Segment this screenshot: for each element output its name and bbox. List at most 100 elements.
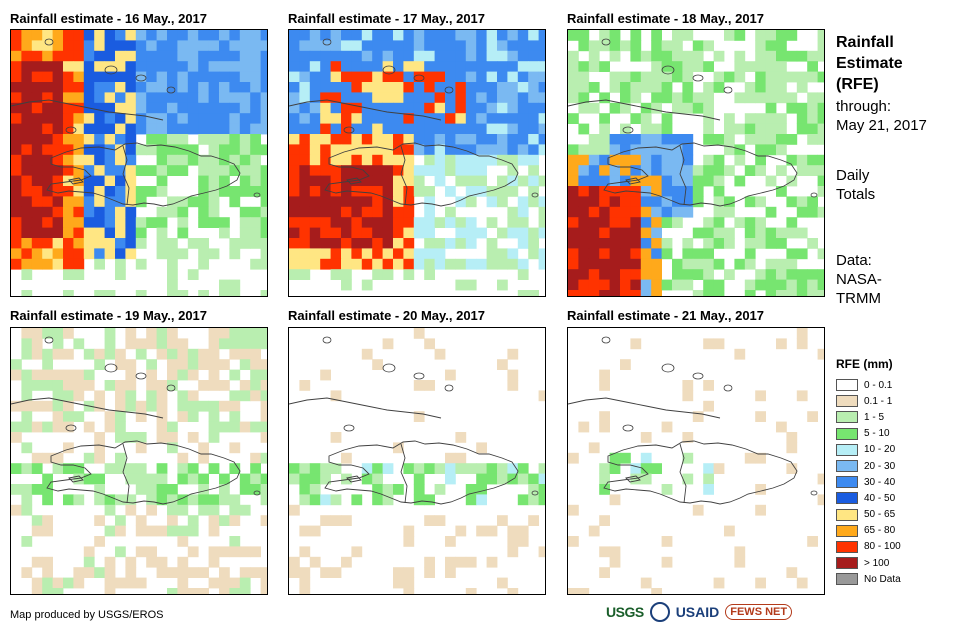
rainfall-cell	[250, 123, 261, 135]
rainfall-cell	[260, 328, 267, 339]
rainfall-cell	[63, 217, 74, 228]
rainfall-cell	[198, 123, 209, 135]
rainfall-cell	[445, 369, 456, 381]
rainfall-cell	[177, 338, 189, 350]
rainfall-cell	[393, 40, 404, 52]
rainfall-cell	[260, 390, 267, 402]
rainfall-cell	[476, 40, 487, 52]
rainfall-cell	[588, 61, 600, 72]
rainfall-cell	[640, 269, 652, 280]
rainfall-cell	[568, 30, 579, 41]
rainfall-cell	[434, 515, 446, 526]
rainfall-cell	[796, 338, 808, 350]
rainfall-cell	[320, 71, 331, 83]
rainfall-cell	[403, 144, 415, 156]
rainfall-cell	[445, 40, 456, 52]
rainfall-cell	[156, 338, 168, 350]
island-outline	[413, 372, 425, 380]
rainfall-cell	[807, 165, 818, 176]
rainfall-cell	[755, 165, 766, 176]
rainfall-cell	[817, 290, 824, 296]
rainfall-cell	[21, 442, 33, 454]
rainfall-cell	[538, 390, 545, 402]
rainfall-cell	[115, 463, 126, 474]
rainfall-cell	[52, 577, 64, 589]
rainfall-cell	[21, 186, 33, 197]
rainfall-cell	[382, 144, 394, 156]
rainfall-cell	[599, 61, 610, 72]
map-panel-20	[288, 327, 546, 595]
rainfall-cell	[229, 30, 241, 41]
rainfall-cell	[413, 494, 425, 506]
rainfall-cell	[309, 556, 321, 568]
rainfall-cell	[568, 269, 579, 280]
rainfall-cell	[330, 227, 342, 239]
rainfall-cell	[734, 175, 746, 187]
rainfall-cell	[372, 359, 383, 370]
rainfall-cell	[413, 92, 425, 104]
rainfall-cell	[299, 71, 311, 83]
rainfall-cell	[42, 556, 53, 568]
rainfall-cell	[465, 30, 477, 41]
rainfall-cell	[796, 290, 808, 296]
rainfall-cell	[476, 113, 487, 124]
rainfall-cell	[744, 217, 756, 228]
rainfall-cell	[682, 269, 694, 280]
rainfall-cell	[115, 61, 126, 72]
rainfall-cell	[765, 61, 777, 72]
rainfall-cell	[578, 279, 590, 291]
rainfall-cell	[807, 269, 818, 280]
rainfall-cell	[361, 279, 373, 291]
rainfall-cell	[692, 92, 704, 104]
rainfall-cell	[320, 40, 331, 52]
rainfall-cell	[229, 536, 241, 547]
rainfall-cell	[486, 258, 498, 270]
legend-row: 20 - 30	[836, 458, 901, 474]
rainfall-cell	[42, 61, 53, 72]
rainfall-cell	[250, 348, 261, 360]
rainfall-cell	[776, 165, 787, 176]
rainfall-cell	[807, 134, 818, 145]
rainfall-cell	[796, 50, 808, 62]
rainfall-cell	[187, 494, 199, 506]
rainfall-cell	[361, 258, 373, 270]
rainfall-cell	[517, 217, 529, 228]
rainfall-cell	[11, 421, 22, 433]
through-label: through:	[836, 98, 892, 115]
rainfall-cell	[177, 411, 189, 422]
rainfall-cell	[167, 421, 178, 433]
rainfall-cell	[299, 463, 311, 474]
rainfall-cell	[755, 238, 766, 249]
rainfall-cell	[156, 463, 168, 474]
rainfall-cell	[63, 50, 74, 62]
rainfall-cell	[713, 134, 725, 145]
rainfall-cell	[63, 61, 74, 72]
rainfall-cell	[289, 473, 300, 485]
rainfall-cell	[167, 248, 178, 260]
rainfall-cell	[156, 154, 168, 166]
rainfall-cell	[651, 217, 662, 228]
rainfall-cell	[330, 515, 342, 526]
rainfall-cell	[115, 238, 126, 249]
rainfall-cell	[146, 186, 157, 197]
rainfall-cell	[208, 186, 220, 197]
rainfall-cell	[517, 92, 529, 104]
rainfall-cell	[73, 165, 85, 176]
rainfall-cell	[393, 61, 404, 72]
rainfall-cell	[104, 92, 116, 104]
legend-row: 30 - 40	[836, 474, 901, 490]
rainfall-cell	[424, 71, 435, 83]
data-line-3: TRMM	[836, 290, 881, 307]
rainfall-cell	[817, 473, 824, 485]
rainfall-cell	[599, 227, 610, 239]
rainfall-cell	[588, 154, 600, 166]
rainfall-cell	[219, 359, 230, 370]
rainfall-cell	[146, 400, 157, 412]
panel-title-20: Rainfall estimate - 20 May., 2017	[288, 308, 486, 323]
rainfall-cell	[250, 144, 261, 156]
rainfall-cell	[42, 227, 53, 239]
rainfall-cell	[309, 113, 321, 124]
island-outline	[65, 424, 77, 432]
rainfall-cell	[115, 348, 126, 360]
rainfall-cell	[208, 432, 220, 443]
